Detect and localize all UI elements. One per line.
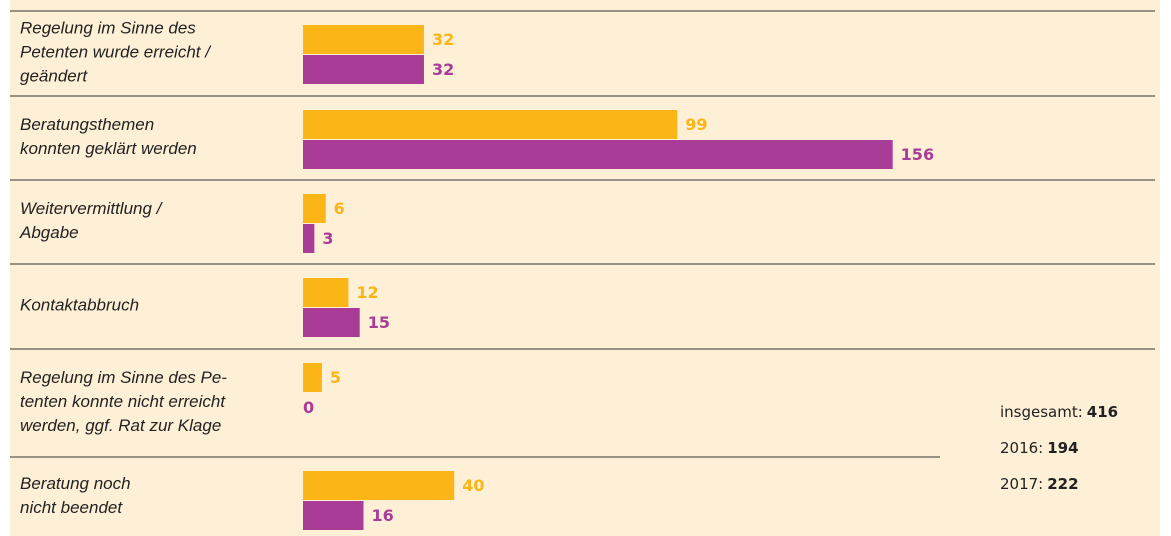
value-label: 99 bbox=[685, 115, 707, 134]
value-label: 15 bbox=[368, 313, 390, 332]
value-label: 156 bbox=[901, 145, 934, 164]
value-label: 32 bbox=[432, 60, 454, 79]
bar bbox=[303, 55, 424, 84]
category-line: Regelung im Sinne des bbox=[20, 19, 196, 38]
category-line: werden, ggf. Rat zur Klage bbox=[20, 416, 221, 435]
value-label: 12 bbox=[356, 283, 378, 302]
summary: 2016: 194 bbox=[1000, 439, 1079, 457]
bar bbox=[303, 501, 364, 530]
value-label: 6 bbox=[334, 199, 345, 218]
category-line: Abgabe bbox=[19, 223, 79, 242]
bar bbox=[303, 278, 349, 307]
category-label: Beratungsthemen konnten geklärt werden bbox=[20, 115, 197, 158]
category-line: nicht beendet bbox=[20, 498, 123, 517]
bar bbox=[303, 194, 326, 223]
value-label: 0 bbox=[303, 398, 314, 417]
summary-label: insgesamt: bbox=[1000, 403, 1083, 421]
value-label: 40 bbox=[462, 476, 484, 495]
summary: 2017: 222 bbox=[1000, 475, 1079, 493]
bar bbox=[303, 363, 322, 392]
category-line: Beratung noch bbox=[20, 474, 131, 493]
category-label: Regelung im Sinne des Petenten wurde erre… bbox=[20, 19, 212, 86]
summary-value: 416 bbox=[1087, 403, 1118, 421]
category-line: Petenten wurde erreicht / bbox=[20, 43, 212, 62]
summary-value: 194 bbox=[1047, 439, 1078, 457]
category-label: Weitervermittlung / Abgabe bbox=[19, 199, 164, 242]
category-line: Kontaktabbruch bbox=[20, 296, 139, 315]
bar bbox=[303, 308, 360, 337]
bar bbox=[303, 224, 315, 253]
value-label: 32 bbox=[432, 30, 454, 49]
category-line: geändert bbox=[20, 67, 88, 86]
value-label: 16 bbox=[371, 506, 393, 525]
category-line: Beratungsthemen bbox=[20, 115, 154, 134]
bar bbox=[303, 110, 678, 139]
summary-label: 2016: bbox=[1000, 439, 1043, 457]
category-line: konnten geklärt werden bbox=[20, 139, 197, 158]
chart-background bbox=[10, 0, 1160, 536]
value-label: 5 bbox=[330, 368, 341, 387]
summary-value: 222 bbox=[1047, 475, 1078, 493]
value-label: 3 bbox=[322, 229, 333, 248]
category-label: Kontaktabbruch bbox=[20, 296, 139, 315]
bar bbox=[303, 25, 424, 54]
bar bbox=[303, 140, 893, 169]
category-line: Weitervermittlung / bbox=[20, 199, 164, 218]
category-label: Regelung im Sinne des Pe-tenten konnte n… bbox=[20, 368, 227, 435]
category-line: Regelung im Sinne des Pe- bbox=[20, 368, 227, 387]
summary: insgesamt: 416 bbox=[1000, 403, 1118, 421]
category-line: tenten konnte nicht erreicht bbox=[20, 392, 226, 411]
bar bbox=[303, 471, 455, 500]
category-label: Beratung noch nicht beendet bbox=[20, 474, 131, 517]
summary-label: 2017: bbox=[1000, 475, 1043, 493]
